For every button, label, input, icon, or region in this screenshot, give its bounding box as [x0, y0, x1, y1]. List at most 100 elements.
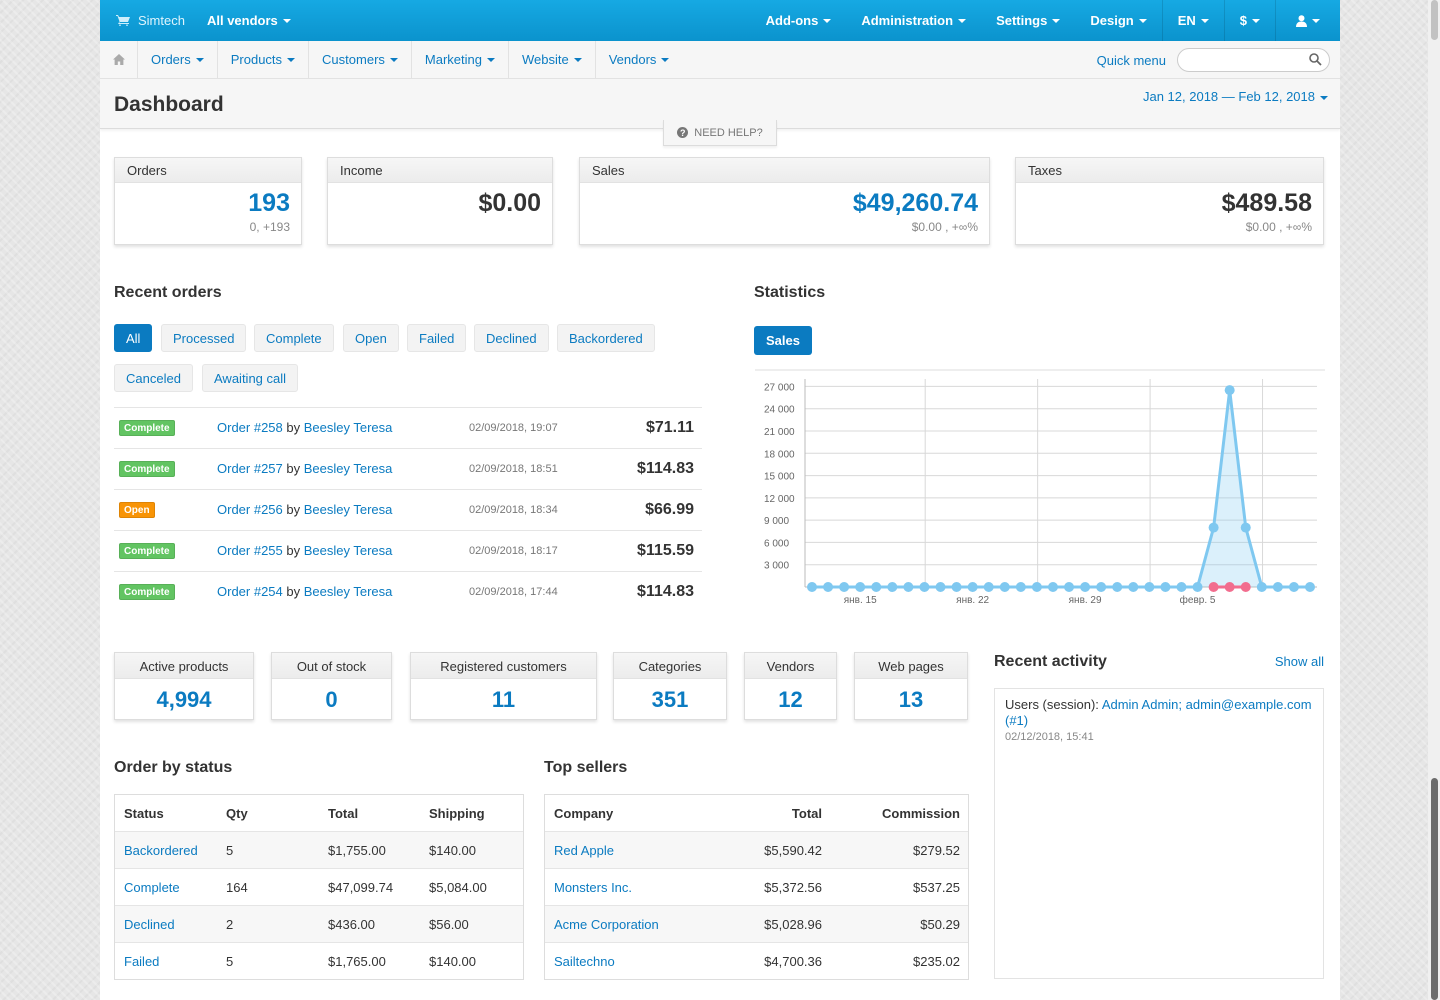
filter-complete[interactable]: Complete	[254, 324, 334, 352]
filter-canceled[interactable]: Canceled	[114, 364, 193, 392]
filter-failed[interactable]: Failed	[407, 324, 467, 352]
menu-currency[interactable]: $	[1225, 0, 1275, 41]
question-icon: ?	[677, 127, 689, 138]
menu-language[interactable]: EN	[1163, 0, 1224, 41]
order-link[interactable]: Order #255	[217, 543, 283, 558]
chevron-down-icon	[661, 57, 670, 62]
recent-orders-list: Complete Order #258 by Beesley Teresa 02…	[114, 407, 702, 612]
chevron-down-icon	[282, 18, 291, 23]
admin-app: Simtech All vendors Add-ons Administrati…	[100, 0, 1340, 1000]
metric-out-of-stock[interactable]: Out of stock 0	[271, 652, 392, 720]
page-title: Dashboard	[114, 93, 224, 116]
quick-menu-link[interactable]: Quick menu	[1096, 53, 1166, 68]
status-link[interactable]: Failed	[124, 954, 160, 969]
filter-declined[interactable]: Declined	[474, 324, 549, 352]
data-point	[1288, 582, 1299, 592]
chevron-down-icon	[823, 18, 832, 23]
company-link[interactable]: Monsters Inc.	[554, 880, 633, 895]
nav-vendors[interactable]: Vendors	[596, 41, 683, 79]
scrollbar-thumb[interactable]	[1431, 778, 1438, 1000]
total-cell: $5,590.42	[764, 843, 822, 858]
shipping-cell: $5,084.00	[429, 880, 487, 895]
list-item[interactable]: Complete Order #257 by Beesley Teresa 02…	[114, 448, 702, 489]
status-link[interactable]: Complete	[124, 880, 180, 895]
status-badge: Complete	[119, 420, 175, 436]
cart-icon	[116, 15, 130, 26]
company-link[interactable]: Sailtechno	[554, 954, 615, 969]
column-header: Total	[328, 806, 359, 821]
data-point	[1256, 582, 1267, 592]
customer-link[interactable]: Beesley Teresa	[303, 584, 393, 599]
nav-products[interactable]: Products	[218, 40, 310, 79]
metric-vendors[interactable]: Vendors 12	[744, 652, 837, 720]
total-cell: $1,765.00	[328, 954, 386, 969]
metric-label: Categories	[614, 653, 726, 679]
table-row: Declined 2 $436.00 $56.00	[115, 905, 523, 942]
stat-card-income[interactable]: Income $0.00	[327, 157, 553, 245]
activity-user-link[interactable]: Admin Admin; admin@example.com (#1)	[1005, 697, 1312, 728]
menu-design[interactable]: Design	[1075, 0, 1161, 41]
customer-link[interactable]: Beesley Teresa	[303, 420, 393, 435]
page-scrollbar[interactable]	[1428, 0, 1440, 1000]
show-all-link[interactable]: Show all	[1274, 654, 1324, 669]
order-link[interactable]: Order #257	[217, 461, 283, 476]
sales-chart[interactable]: 3 000 6 000 9 000 12 000 15 000 18 000 21 000 2…	[755, 369, 1325, 609]
metric-registered-customers[interactable]: Registered customers 11	[410, 652, 597, 720]
customer-link[interactable]: Beesley Teresa	[303, 502, 393, 517]
order-text: Order #254 by Beesley Teresa	[217, 584, 392, 599]
filter-awaiting-call[interactable]: Awaiting call	[202, 364, 299, 392]
top-sellers-title: Top sellers	[544, 759, 628, 776]
menu-settings[interactable]: Settings	[981, 0, 1075, 41]
qty-cell: 164	[226, 880, 248, 895]
order-link[interactable]: Order #256	[217, 502, 283, 517]
nav-marketing[interactable]: Marketing	[412, 40, 509, 79]
status-link[interactable]: Declined	[124, 917, 175, 932]
data-point	[1047, 582, 1058, 592]
menu-administration[interactable]: Administration	[846, 0, 981, 41]
menu-addons[interactable]: Add-ons	[751, 0, 847, 41]
metric-web-pages[interactable]: Web pages 13	[854, 652, 968, 720]
home-button[interactable]	[100, 40, 138, 79]
metric-active-products[interactable]: Active products 4,994	[114, 652, 254, 720]
commission-cell: $50.29	[920, 917, 960, 932]
table-row: Monsters Inc. $5,372.56 $537.25	[545, 868, 968, 905]
filter-backordered[interactable]: Backordered	[557, 324, 655, 352]
filter-all[interactable]: All	[114, 324, 153, 352]
list-item[interactable]: Open Order #256 by Beesley Teresa 02/09/…	[114, 489, 702, 530]
metric-categories[interactable]: Categories 351	[613, 652, 727, 720]
nav-website[interactable]: Website	[509, 40, 596, 79]
brand[interactable]: Simtech	[100, 13, 185, 28]
nav-orders[interactable]: Orders	[138, 40, 218, 79]
customer-link[interactable]: Beesley Teresa	[303, 461, 393, 476]
stat-card-taxes[interactable]: Taxes $489.58 $0.00 , +∞%	[1015, 157, 1324, 245]
total-cell: $1,755.00	[328, 843, 386, 858]
customer-link[interactable]: Beesley Teresa	[303, 543, 393, 558]
vendors-dropdown[interactable]: All vendors	[207, 13, 291, 28]
order-link[interactable]: Order #258	[217, 420, 283, 435]
company-link[interactable]: Red Apple	[554, 843, 614, 858]
order-date: 02/09/2018, 17:44	[469, 586, 558, 598]
metric-value: 0	[325, 687, 338, 712]
filter-open[interactable]: Open	[343, 324, 399, 352]
stat-card-orders[interactable]: Orders 193 0, +193	[114, 157, 302, 245]
list-item[interactable]: Complete Order #255 by Beesley Teresa 02…	[114, 530, 702, 571]
nav-orders-label: Orders	[151, 52, 191, 67]
nav-customers[interactable]: Customers	[309, 40, 412, 79]
list-item[interactable]: Complete Order #254 by Beesley Teresa 02…	[114, 571, 702, 612]
stat-value: $489.58	[1221, 189, 1312, 217]
tab-sales[interactable]: Sales	[754, 326, 812, 355]
date-range-picker[interactable]: Jan 12, 2018 — Feb 12, 2018	[1143, 89, 1328, 104]
need-help-button[interactable]: ? NEED HELP?	[663, 120, 777, 146]
by-label: by	[286, 461, 301, 476]
company-link[interactable]: Acme Corporation	[554, 917, 659, 932]
order-link[interactable]: Order #254	[217, 584, 283, 599]
list-item[interactable]: Complete Order #258 by Beesley Teresa 02…	[114, 407, 702, 448]
menu-user[interactable]	[1276, 0, 1340, 41]
stat-card-sales[interactable]: Sales $49,260.74 $0.00 , +∞%	[579, 157, 990, 245]
data-point	[983, 582, 994, 592]
status-link[interactable]: Backordered	[124, 843, 198, 858]
data-point	[1224, 385, 1235, 396]
search-icon[interactable]	[1309, 53, 1322, 66]
filter-processed[interactable]: Processed	[161, 324, 247, 352]
search-input[interactable]	[1177, 48, 1330, 72]
